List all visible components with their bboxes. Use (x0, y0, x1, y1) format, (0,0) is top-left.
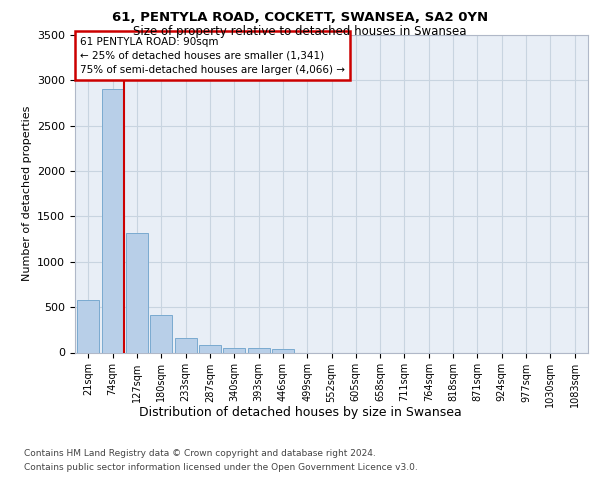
Bar (175, 338, 197, 352)
Bar (151, 316, 172, 352)
Bar (126, 233, 148, 352)
Text: Contains HM Land Registry data © Crown copyright and database right 2024.: Contains HM Land Registry data © Crown c… (24, 448, 376, 458)
Text: Distribution of detached houses by size in Swansea: Distribution of detached houses by size … (139, 406, 461, 419)
Bar (102, 90, 124, 352)
Text: Size of property relative to detached houses in Swansea: Size of property relative to detached ho… (133, 25, 467, 38)
Bar (248, 348, 269, 352)
Bar (223, 348, 245, 352)
Bar (77, 300, 100, 352)
Text: Contains public sector information licensed under the Open Government Licence v3: Contains public sector information licen… (24, 464, 418, 472)
Text: 61 PENTYLA ROAD: 90sqm
← 25% of detached houses are smaller (1,341)
75% of semi-: 61 PENTYLA ROAD: 90sqm ← 25% of detached… (80, 36, 345, 74)
Y-axis label: Number of detached properties: Number of detached properties (22, 106, 32, 282)
Text: 61, PENTYLA ROAD, COCKETT, SWANSEA, SA2 0YN: 61, PENTYLA ROAD, COCKETT, SWANSEA, SA2 … (112, 11, 488, 24)
Bar (199, 345, 221, 352)
Bar (272, 349, 294, 352)
